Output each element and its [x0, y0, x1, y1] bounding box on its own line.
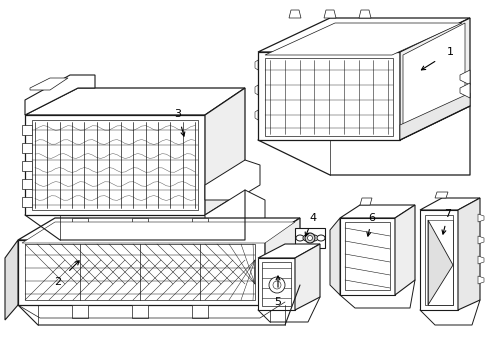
Polygon shape	[395, 205, 415, 295]
Polygon shape	[295, 228, 325, 248]
Polygon shape	[132, 218, 148, 230]
Polygon shape	[420, 198, 480, 210]
Ellipse shape	[310, 235, 318, 241]
Polygon shape	[265, 58, 393, 136]
Circle shape	[308, 235, 313, 240]
Polygon shape	[458, 198, 480, 310]
Polygon shape	[72, 305, 88, 318]
Polygon shape	[192, 218, 208, 230]
Text: 1: 1	[446, 47, 454, 57]
Polygon shape	[5, 240, 18, 320]
Polygon shape	[478, 214, 484, 222]
Polygon shape	[359, 10, 371, 18]
Polygon shape	[265, 23, 462, 55]
Polygon shape	[460, 83, 470, 98]
Ellipse shape	[296, 235, 304, 241]
Polygon shape	[330, 218, 340, 295]
Polygon shape	[255, 85, 258, 95]
Text: 2: 2	[54, 277, 62, 287]
Polygon shape	[258, 52, 400, 140]
Polygon shape	[25, 88, 245, 115]
Polygon shape	[25, 75, 95, 115]
Text: 5: 5	[274, 297, 281, 307]
Polygon shape	[265, 218, 300, 305]
Text: 4: 4	[310, 213, 317, 223]
Polygon shape	[192, 305, 208, 318]
Circle shape	[305, 233, 315, 243]
Polygon shape	[289, 10, 301, 18]
Polygon shape	[360, 198, 372, 205]
Polygon shape	[420, 210, 458, 310]
Polygon shape	[403, 23, 465, 137]
Polygon shape	[22, 222, 295, 243]
Polygon shape	[22, 161, 32, 171]
Polygon shape	[22, 197, 32, 207]
Polygon shape	[205, 190, 265, 235]
Polygon shape	[205, 88, 245, 215]
Polygon shape	[255, 110, 258, 120]
Polygon shape	[22, 179, 32, 189]
Polygon shape	[478, 256, 484, 264]
Polygon shape	[132, 305, 148, 318]
Circle shape	[273, 281, 281, 289]
Polygon shape	[18, 218, 300, 240]
Text: 3: 3	[174, 109, 181, 119]
Polygon shape	[295, 244, 320, 310]
Polygon shape	[428, 220, 453, 305]
Ellipse shape	[317, 235, 325, 241]
Polygon shape	[340, 205, 415, 218]
Polygon shape	[22, 143, 32, 153]
Text: 6: 6	[368, 213, 375, 223]
Polygon shape	[400, 18, 470, 140]
Polygon shape	[25, 115, 205, 215]
Polygon shape	[258, 244, 320, 258]
Ellipse shape	[303, 235, 311, 241]
Polygon shape	[340, 218, 395, 295]
Polygon shape	[25, 244, 255, 300]
Polygon shape	[72, 218, 88, 230]
Polygon shape	[258, 258, 295, 310]
Polygon shape	[32, 120, 198, 210]
Polygon shape	[425, 215, 453, 305]
Polygon shape	[324, 10, 336, 18]
Polygon shape	[460, 70, 470, 85]
Polygon shape	[22, 125, 32, 135]
Polygon shape	[18, 240, 265, 305]
Polygon shape	[255, 60, 258, 70]
Polygon shape	[478, 276, 484, 284]
Polygon shape	[400, 93, 470, 140]
Polygon shape	[258, 18, 470, 52]
Polygon shape	[205, 160, 260, 200]
Polygon shape	[30, 78, 68, 90]
Polygon shape	[435, 192, 448, 198]
Polygon shape	[262, 262, 291, 306]
Polygon shape	[345, 222, 390, 290]
Polygon shape	[478, 236, 484, 244]
Text: 7: 7	[444, 209, 452, 219]
Circle shape	[269, 277, 285, 293]
